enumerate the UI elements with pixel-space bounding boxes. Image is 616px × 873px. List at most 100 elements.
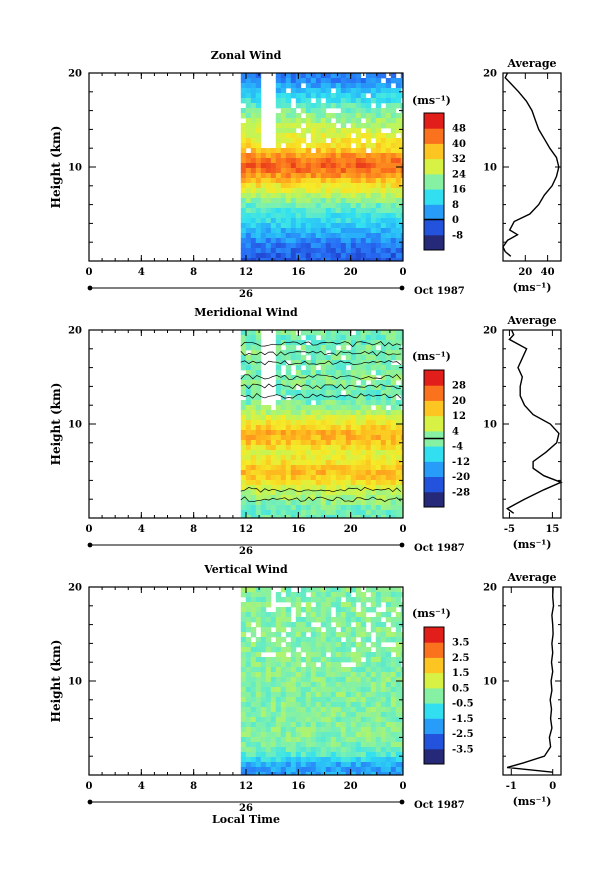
heatmap-cell <box>370 762 377 768</box>
colorbar-segment <box>424 400 444 417</box>
ylabel-zonal: Height (km) <box>49 126 63 209</box>
heatmap-cell <box>390 772 397 775</box>
heatmap-cell <box>395 692 402 698</box>
heatmap-cell <box>280 752 287 758</box>
heatmap-cell <box>300 360 307 366</box>
heatmap-cell <box>375 163 382 169</box>
heatmap-cell <box>385 752 392 758</box>
heatmap-cell <box>250 642 257 648</box>
colorbar-label: -28 <box>452 487 470 498</box>
heatmap-cell <box>350 238 357 244</box>
heatmap-cell <box>355 657 362 663</box>
heatmap-cell <box>300 390 307 396</box>
heatmap-cell <box>395 612 402 618</box>
heatmap-cell <box>325 587 332 593</box>
heatmap-cell <box>295 375 302 381</box>
heatmap-cell <box>245 637 252 643</box>
heatmap-cell <box>345 243 352 249</box>
heatmap-cell <box>320 178 327 184</box>
heatmap-cell <box>400 682 403 688</box>
heatmap-cell <box>285 158 292 164</box>
heatmap-cell <box>280 445 287 451</box>
heatmap-cell <box>385 617 392 623</box>
heatmap-cell <box>385 692 392 698</box>
heatmap-cell <box>310 692 317 698</box>
heatmap-cell <box>355 647 362 653</box>
heatmap-cell <box>275 712 282 718</box>
heatmap-cell <box>280 662 287 668</box>
colorbar-label: 2.5 <box>452 653 469 664</box>
heatmap-cell <box>330 657 337 663</box>
heatmap-cell <box>315 203 322 209</box>
heatmap-cell <box>350 410 357 416</box>
heatmap-cell <box>245 198 252 204</box>
heatmap-cell <box>340 460 347 466</box>
heatmap-cell <box>370 238 377 244</box>
heatmap-cell <box>330 637 337 643</box>
heatmap-cell <box>280 652 287 658</box>
heatmap-cell <box>295 198 302 204</box>
heatmap-cell <box>300 440 307 446</box>
heatmap-cell <box>275 123 282 129</box>
heatmap-cell <box>345 355 352 361</box>
heatmap-cell <box>285 752 292 758</box>
heatmap-cell <box>250 138 257 144</box>
heatmap-cell <box>325 118 332 124</box>
average-x-tick-label: -5 <box>504 524 515 535</box>
heatmap-cell <box>290 330 297 336</box>
heatmap-cell <box>240 687 247 693</box>
heatmap-cell <box>310 637 317 643</box>
heatmap-cell <box>290 208 297 214</box>
heatmap-cell <box>305 258 312 261</box>
heatmap-cell <box>335 118 342 124</box>
heatmap-cell <box>375 395 382 401</box>
heatmap-cell <box>340 183 347 189</box>
heatmap-cell <box>310 445 317 451</box>
heatmap-cell <box>245 208 252 214</box>
heatmap-cell <box>350 712 357 718</box>
heatmap-cell <box>390 330 397 336</box>
heatmap-cell <box>395 168 402 174</box>
heatmap-cell <box>385 742 392 748</box>
heatmap-cell <box>380 672 387 678</box>
heatmap-cell <box>400 480 403 486</box>
heatmap-cell <box>285 425 292 431</box>
heatmap-cell <box>280 515 287 518</box>
heatmap-cell <box>355 123 362 129</box>
heatmap-cell <box>355 470 362 476</box>
heatmap-cell <box>285 365 292 371</box>
heatmap-cell <box>385 410 392 416</box>
heatmap-cell <box>365 470 372 476</box>
heatmap-cell <box>280 612 287 618</box>
heatmap-cell <box>315 253 322 259</box>
heatmap-cell <box>310 258 317 261</box>
heatmap-cell <box>240 632 247 638</box>
heatmap-cell <box>250 390 257 396</box>
day-bar-start <box>87 285 93 291</box>
colorbar-label: -20 <box>452 472 470 483</box>
heatmap-cell <box>360 637 367 643</box>
heatmap-cell <box>280 375 287 381</box>
heatmap-cell <box>285 662 292 668</box>
heatmap-cell <box>260 480 267 486</box>
heatmap-cell <box>395 203 402 209</box>
heatmap-cell <box>385 365 392 371</box>
heatmap-cell <box>380 375 387 381</box>
heatmap-cell <box>400 83 403 89</box>
heatmap-cell <box>360 500 367 506</box>
heatmap-cell <box>270 642 277 648</box>
heatmap-cell <box>260 475 267 481</box>
heatmap-cell <box>330 143 337 149</box>
heatmap-cell <box>345 455 352 461</box>
heatmap-cell <box>320 93 327 99</box>
heatmap-cell <box>280 697 287 703</box>
heatmap-cell <box>310 123 317 129</box>
heatmap-cell <box>355 697 362 703</box>
heatmap-cell <box>250 258 257 261</box>
heatmap-cell <box>395 213 402 219</box>
x-tick-label: 8 <box>190 524 197 535</box>
heatmap-cell <box>260 238 267 244</box>
heatmap-cell <box>320 380 327 386</box>
heatmap-cell <box>280 737 287 743</box>
heatmap-cell <box>245 203 252 209</box>
